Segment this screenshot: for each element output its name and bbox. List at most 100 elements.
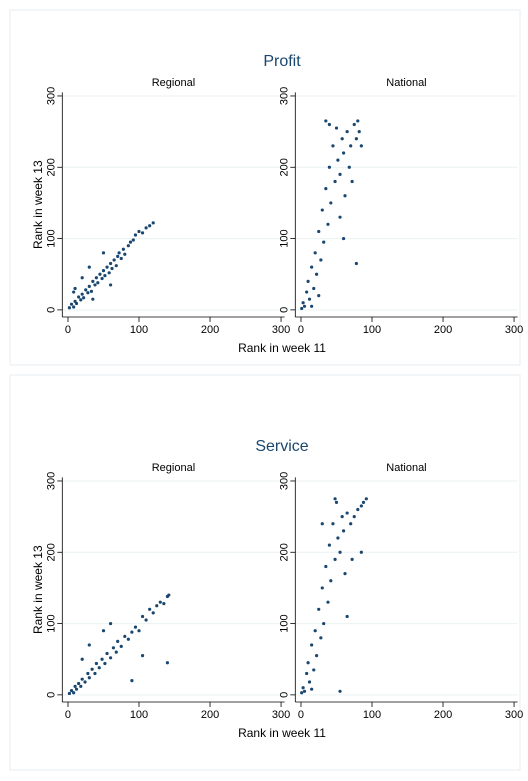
point <box>319 258 323 262</box>
point <box>302 689 307 693</box>
point <box>110 266 114 271</box>
point <box>67 306 72 310</box>
x-tick-label: 100 <box>363 324 381 336</box>
point <box>319 636 323 640</box>
point <box>148 607 152 611</box>
point <box>77 681 81 686</box>
point <box>67 691 72 696</box>
point <box>107 271 111 275</box>
point <box>87 265 91 269</box>
point <box>130 679 134 683</box>
point <box>96 281 100 285</box>
point <box>80 292 84 296</box>
point <box>123 252 127 256</box>
point <box>84 288 88 292</box>
point <box>312 668 316 672</box>
point <box>307 297 312 301</box>
point <box>354 261 358 266</box>
point <box>322 621 326 626</box>
point <box>101 629 106 633</box>
point <box>94 276 98 280</box>
point <box>108 656 113 660</box>
point <box>100 657 104 661</box>
point <box>83 680 87 684</box>
y-tick-label: 100 <box>278 229 290 247</box>
y-tick-label: 100 <box>45 229 57 247</box>
point <box>119 256 123 261</box>
point <box>324 187 328 191</box>
y-tick-label: 200 <box>278 543 290 561</box>
point <box>112 258 116 262</box>
point <box>90 667 94 671</box>
point <box>133 233 138 237</box>
x-tick-label: 300 <box>505 709 523 721</box>
x-axis-label: Rank in week 11 <box>238 341 326 355</box>
y-tick-label: 200 <box>45 158 57 176</box>
point <box>345 614 349 619</box>
panel-title: Regional <box>152 77 195 89</box>
point <box>341 529 346 533</box>
point <box>310 265 314 269</box>
point <box>356 119 360 123</box>
point <box>359 504 363 508</box>
y-tick-label: 0 <box>278 307 290 313</box>
point <box>345 130 349 134</box>
point <box>310 643 314 647</box>
point <box>352 515 356 519</box>
point <box>310 687 314 691</box>
point <box>364 497 368 501</box>
chart-title: Profit <box>263 53 301 70</box>
y-tick-label: 0 <box>278 692 290 698</box>
x-tick-label: 100 <box>130 324 148 336</box>
point <box>117 251 121 255</box>
point <box>82 296 86 300</box>
point <box>361 500 366 504</box>
point <box>350 179 354 184</box>
point <box>140 654 145 658</box>
point <box>320 586 324 590</box>
point <box>151 221 155 225</box>
point <box>80 276 84 280</box>
point <box>326 600 330 604</box>
point <box>131 238 135 242</box>
point <box>338 172 342 176</box>
point <box>324 564 328 569</box>
x-tick-label: 300 <box>272 324 290 336</box>
point <box>317 607 321 611</box>
point <box>327 122 331 127</box>
y-tick-label: 0 <box>45 692 57 698</box>
point <box>116 254 120 258</box>
point <box>331 522 335 526</box>
point <box>302 304 307 308</box>
x-tick-label: 100 <box>130 709 148 721</box>
point <box>101 269 106 273</box>
point <box>317 229 321 234</box>
point <box>359 550 363 554</box>
point <box>103 661 107 666</box>
y-tick-label: 300 <box>45 472 57 490</box>
chart-title: Service <box>255 438 308 455</box>
point <box>315 654 319 658</box>
panel-title: Regional <box>152 462 195 474</box>
x-tick-label: 200 <box>201 324 219 336</box>
point <box>306 279 310 283</box>
point <box>108 621 113 626</box>
point <box>338 215 342 219</box>
point <box>322 240 326 244</box>
point <box>357 130 361 134</box>
point <box>336 158 340 162</box>
point <box>89 289 94 293</box>
point <box>345 511 349 515</box>
point <box>91 279 95 283</box>
point <box>80 677 84 681</box>
y-tick-label: 0 <box>45 307 57 313</box>
point <box>165 661 170 665</box>
point <box>305 290 309 294</box>
point <box>359 144 363 148</box>
point <box>350 557 354 561</box>
x-tick-label: 200 <box>201 709 219 721</box>
point <box>74 687 79 691</box>
point <box>336 536 340 540</box>
y-axis-label: Rank in week 13 <box>31 545 45 634</box>
